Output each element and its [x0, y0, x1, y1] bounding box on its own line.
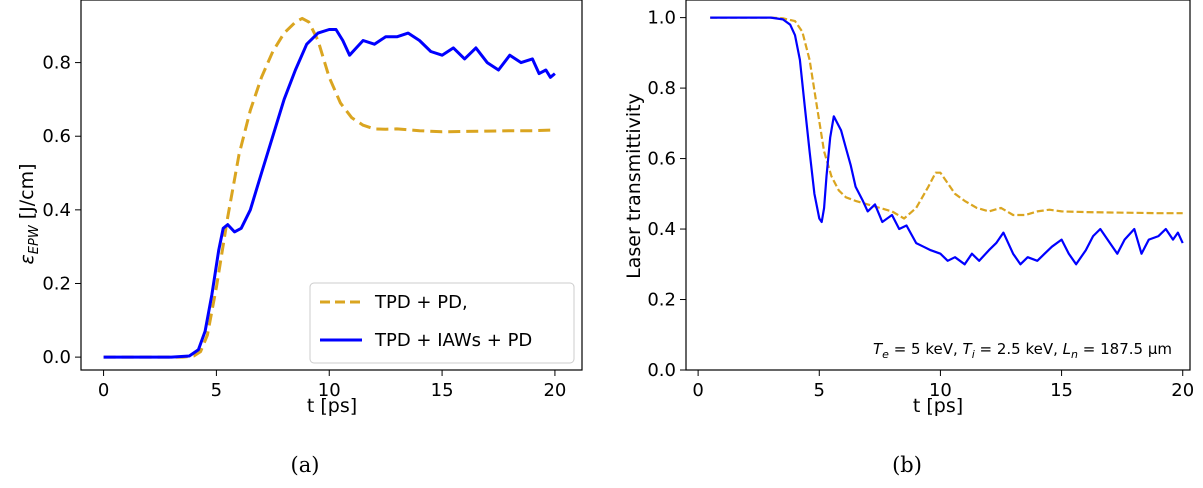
y-tick-label: 0.6: [42, 126, 71, 147]
panel-a-caption: (a): [291, 453, 320, 477]
y-tick-label: 0.8: [647, 78, 676, 99]
y-tick-label: 0.2: [647, 290, 676, 311]
x-tick-label: 15: [1050, 380, 1073, 401]
panel-a-xlabel: t [ps]: [307, 395, 357, 417]
x-tick-label: 10: [929, 380, 952, 401]
series-line-2: [710, 16, 1184, 266]
y-tick-label: 0.0: [647, 360, 676, 381]
x-tick-label: 10: [318, 380, 341, 401]
x-tick-label: 20: [543, 380, 566, 401]
x-tick-label: 5: [814, 380, 825, 401]
y-tick-label: 0.4: [647, 219, 676, 240]
panel-b-caption: (b): [892, 453, 922, 477]
x-tick-label: 0: [692, 380, 703, 401]
x-tick-label: 5: [211, 380, 222, 401]
panel-b-annotation: Te = 5 keV, Ti = 2.5 keV, Ln = 187.5 μm: [873, 340, 1172, 361]
x-tick-label: 0: [98, 380, 109, 401]
panel-a-ylabel-unit: [J/cm]: [16, 163, 38, 225]
legend-label-series-1: TPD + PD,: [374, 292, 468, 313]
series-line-1: [710, 16, 1183, 220]
panel-a-legend: TPD + PD, TPD + IAWs + PD: [309, 282, 575, 364]
panel-a-frame: [80, 0, 583, 371]
panel-b-chart: 0 5 10 15 20 0.0 0.2 0.4 0.6 0.8 1.0 t [ps] Laser …: [623, 0, 1194, 477]
panel-b-xlabel: t [ps]: [913, 395, 963, 417]
x-tick-label: 15: [431, 380, 454, 401]
y-tick-label: 0.2: [42, 273, 71, 294]
legend-label-series-2: TPD + IAWs + PD: [374, 330, 532, 351]
panel-b-frame: [685, 0, 1191, 371]
y-tick-label: 1.0: [647, 8, 676, 29]
legend-box: [309, 282, 575, 364]
series-line-2: [103, 28, 556, 359]
panel-b-ylabel: Laser transmittivity: [623, 93, 645, 279]
panel-a-ylabel-symbol: ε: [16, 254, 38, 264]
panel-a-ylabel-subscript: EPW: [27, 224, 42, 254]
y-tick-label: 0.0: [42, 347, 71, 368]
panel-a-chart: 0 5 10 15 20 0.0 0.2 0.4 0.6 0.8 t [ps] εEPW [J/c…: [16, 0, 583, 477]
y-tick-label: 0.4: [42, 200, 71, 221]
y-tick-label: 0.6: [647, 149, 676, 170]
x-tick-label: 20: [1171, 380, 1194, 401]
panel-a-ylabel: εEPW [J/cm]: [16, 163, 42, 264]
series-line-1: [103, 16, 555, 359]
y-tick-label: 0.8: [42, 53, 71, 74]
